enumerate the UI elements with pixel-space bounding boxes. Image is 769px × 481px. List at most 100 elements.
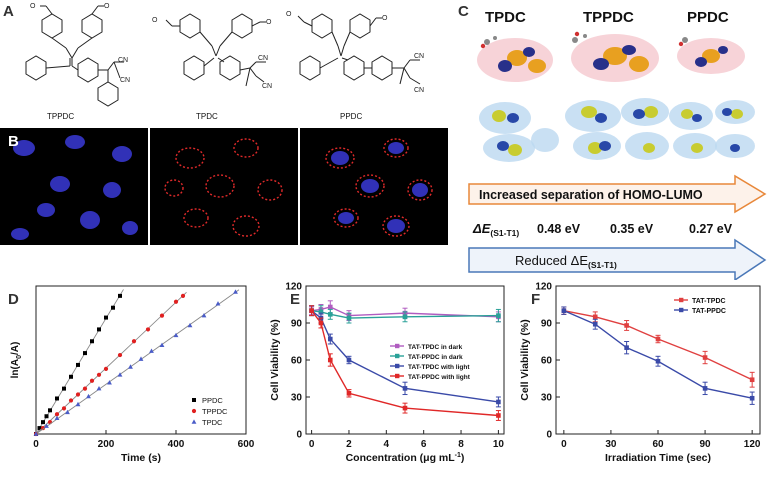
molecule-label-tppdc: TPPDC — [583, 9, 634, 26]
d-point-ppdc — [44, 414, 49, 419]
d-xtick-label: 0 — [33, 439, 39, 450]
e-xtick-label: 6 — [421, 439, 427, 450]
d-point-tpdc — [233, 289, 238, 294]
f-ylabel: Cell Viability (%) — [519, 319, 531, 401]
svg-text:O: O — [286, 11, 292, 18]
e-legend-label: TAT-PPDC with light — [408, 374, 471, 381]
e-point-tat-ppdc-with-light — [327, 357, 333, 363]
f-ytick-label: 120 — [535, 282, 552, 293]
panel-letter-f: F — [531, 291, 540, 308]
svg-text:O: O — [152, 17, 158, 24]
e-legend-label: TAT-TPDC with light — [408, 364, 470, 371]
d-point-ppdc — [90, 339, 94, 344]
d-legend-label: TPPDC — [202, 407, 228, 416]
reduced-delta-arrow: Reduced ΔE(S1-T1) — [468, 238, 767, 280]
e-ytick-label: 30 — [291, 393, 303, 404]
svg-text:Reduced ΔE(S1-T1): Reduced ΔE(S1-T1) — [515, 253, 617, 270]
svg-text:CN: CN — [414, 53, 424, 60]
e-point-tat-ppdc-in-dark — [346, 315, 352, 321]
d-point-tpdc — [187, 322, 193, 328]
d-point-tppdc — [61, 406, 67, 411]
delta-e-label: ΔE — [472, 221, 491, 236]
f-legend-marker — [679, 307, 684, 313]
homo-orbitals — [479, 98, 755, 162]
d-ylabel-main: ln(A — [10, 359, 21, 378]
e-point-tat-tpdc-with-light — [327, 336, 333, 342]
f-point-tat-ppdc — [592, 321, 598, 327]
structure-label-tpdc: TPDC — [196, 112, 218, 121]
d-xtick-label: 400 — [168, 439, 185, 450]
d-point-ppdc — [104, 315, 108, 320]
d-legend-label: PPDC — [202, 396, 223, 405]
d-fit-line-tppdc — [35, 291, 187, 435]
d-xlabel: Time (s) — [121, 452, 161, 464]
f-xtick-label: 60 — [652, 439, 664, 450]
chemical-structures: O O CN CN O O CN CN O O CN CN — [25, 3, 424, 107]
d-point-tpdc — [128, 364, 133, 369]
f-point-tat-ppdc — [749, 395, 755, 401]
e-xtick-label: 4 — [384, 439, 390, 450]
chart-f: F 0 30 60 90 120 0 30 60 90 120 Irradiation Time (… — [519, 282, 761, 465]
svg-text:CN: CN — [120, 77, 130, 84]
d-fit-line-tpdc — [35, 289, 240, 435]
svg-text:CN: CN — [262, 83, 272, 90]
e-xlabel-end: ) — [461, 452, 465, 464]
svg-text:O: O — [104, 3, 110, 10]
d-point-tpdc — [149, 348, 154, 353]
d-ylabel-end: /A) — [10, 342, 21, 355]
d-point-tppdc — [89, 378, 95, 383]
d-point-tpdc — [54, 415, 60, 421]
d-ylabel: ln(A0/A) — [10, 342, 23, 379]
f-point-tat-tpdc — [592, 314, 598, 320]
f-legend-marker — [679, 297, 684, 303]
svg-text:O: O — [382, 15, 388, 22]
e-ytick-label: 90 — [291, 319, 303, 330]
svg-text:CN: CN — [118, 57, 128, 64]
e-xlabel: Concentration (μg mL-1) — [346, 452, 465, 464]
d-point-tppdc — [68, 398, 74, 403]
e-point-tat-ppdc-with-light — [318, 320, 324, 326]
svg-text:O: O — [266, 19, 272, 26]
reduced-arrow-subscript: (S1-T1) — [588, 260, 617, 270]
e-point-tat-ppdc-in-dark — [402, 314, 408, 320]
separation-arrow: Increased separation of HOMO-LUMO — [468, 174, 767, 214]
d-point-tppdc — [103, 366, 109, 371]
e-point-tat-tpdc-with-light — [346, 357, 352, 363]
e-point-tat-ppdc-with-light — [402, 405, 408, 411]
e-legend-label: TAT-TPDC in dark — [408, 344, 463, 351]
structure-ppdc — [297, 13, 421, 85]
separation-arrow-label: Increased separation of HOMO-LUMO — [479, 188, 703, 202]
d-point-tpdc — [65, 409, 70, 415]
d-point-tpdc — [75, 401, 81, 407]
structure-label-ppdc: PPDC — [340, 112, 363, 121]
f-ytick-label: 90 — [541, 319, 553, 330]
e-point-tat-tpdc-in-dark — [327, 304, 333, 310]
d-point-tpdc — [96, 386, 102, 391]
e-legend-label: TAT-PPDC in dark — [408, 354, 463, 361]
f-point-tat-tpdc — [702, 355, 708, 360]
f-xtick-label: 120 — [744, 439, 761, 450]
f-point-tat-tpdc — [749, 377, 755, 383]
svg-text:ΔE(S1-T1): ΔE(S1-T1) — [472, 221, 519, 238]
structure-tpdc — [165, 13, 266, 87]
e-xtick-label: 0 — [309, 439, 315, 450]
f-legend-label: TAT-PPDC — [692, 308, 726, 315]
micrograph-mitochondria — [150, 128, 298, 245]
d-legend-marker — [191, 408, 197, 414]
panel-letter-c: C — [458, 3, 469, 20]
e-point-tat-ppdc-with-light — [346, 391, 352, 396]
delta-e-value-tppdc: 0.35 eV — [610, 222, 654, 236]
d-point-tpdc — [138, 356, 144, 361]
e-legend-marker — [395, 343, 400, 349]
f-point-tat-ppdc — [655, 358, 661, 364]
d-ylabel-sub: 0 — [16, 355, 23, 359]
panel-letter-a: A — [3, 3, 14, 20]
e-point-tat-ppdc-with-light — [496, 413, 501, 418]
d-point-tpdc — [173, 332, 179, 338]
e-xtick-label: 10 — [493, 439, 505, 450]
d-point-tpdc — [215, 301, 221, 306]
d-point-ppdc — [41, 420, 45, 425]
delta-e-value-ppdc: 0.27 eV — [689, 222, 733, 236]
